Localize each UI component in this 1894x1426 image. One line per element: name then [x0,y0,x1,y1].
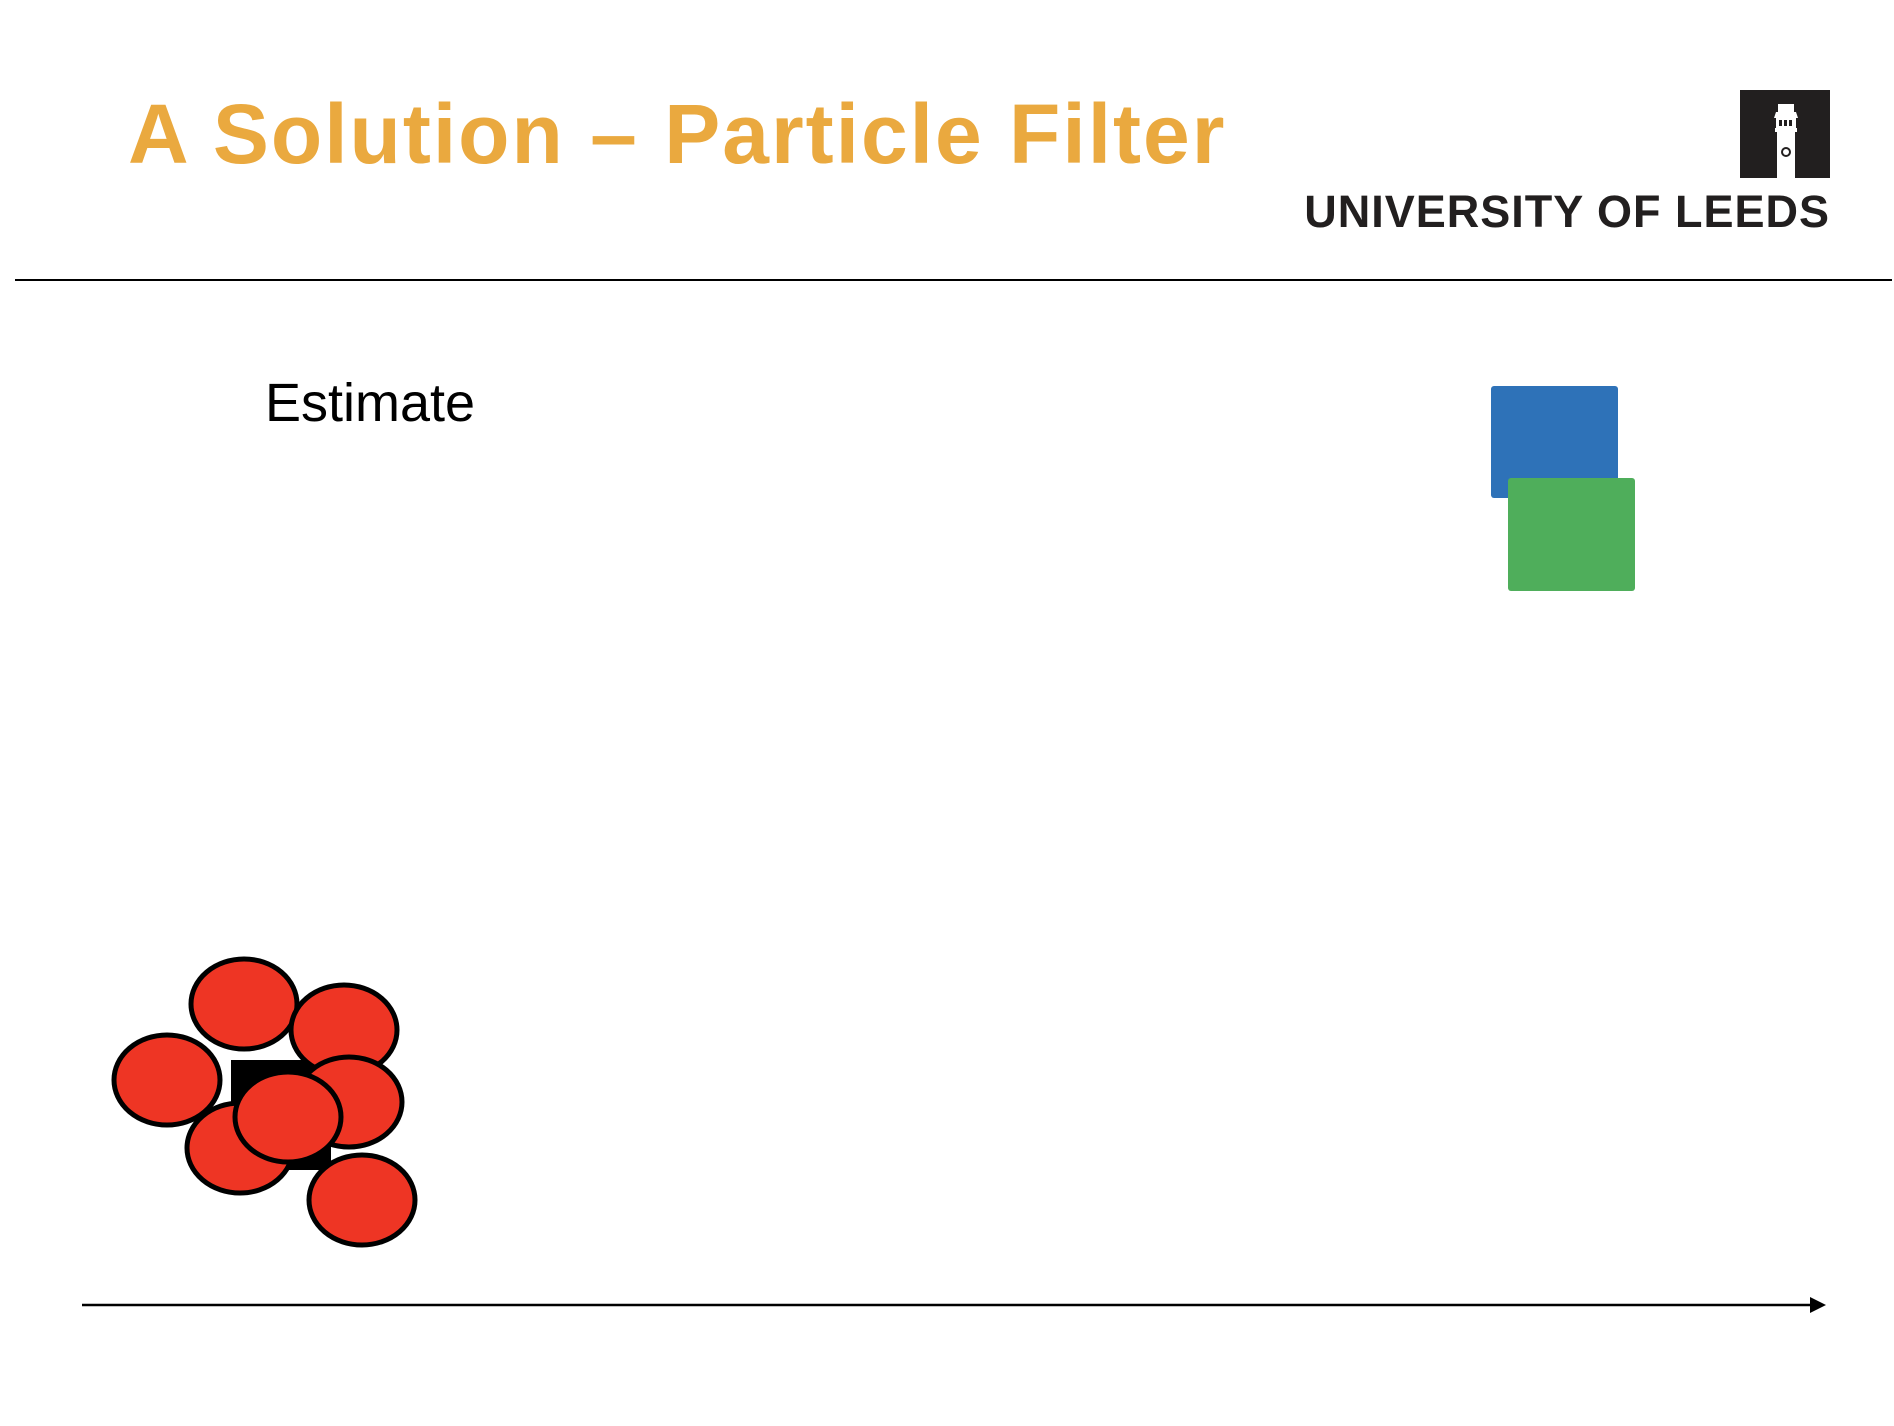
particle [306,1152,418,1248]
slide-title: A Solution – Particle Filter [128,87,1227,181]
particle [111,1032,223,1128]
arrowhead-icon [1810,1297,1826,1313]
header-divider [15,279,1892,281]
university-name: UNIVERSITY OF LEEDS [1304,186,1830,237]
blue-box [1491,386,1618,498]
particle-cloud [111,956,418,1248]
university-logo: UNIVERSITY OF LEEDS [1304,90,1840,240]
parkinson-tower-icon [1740,90,1830,178]
estimate-label: Estimate [265,373,476,433]
particle [232,1069,344,1165]
particle [188,956,300,1052]
green-box [1508,478,1635,591]
